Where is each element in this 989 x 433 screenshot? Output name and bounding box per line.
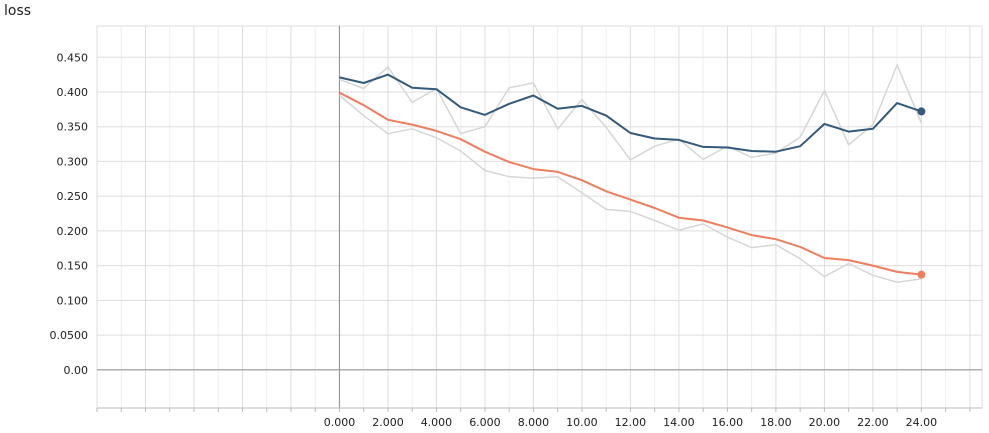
y-tick-label: 0.200 — [57, 225, 89, 238]
series-0-endpoint — [917, 107, 926, 116]
x-tick-label: 12.00 — [615, 416, 647, 429]
y-tick-label: 0.250 — [57, 190, 89, 203]
x-tick-label: 2.000 — [372, 416, 404, 429]
y-tick-label: 0.0500 — [50, 329, 89, 342]
x-tick-label: 14.00 — [663, 416, 695, 429]
x-tick-label: 6.000 — [469, 416, 501, 429]
x-tick-label: 0.000 — [324, 416, 356, 429]
x-tick-label: 10.00 — [566, 416, 598, 429]
x-tick-label: 4.000 — [421, 416, 453, 429]
series-1-raw-line — [339, 94, 922, 284]
chart-title: loss — [4, 3, 32, 19]
plot-frame — [96, 25, 983, 409]
series-1-endpoint — [917, 270, 926, 279]
x-tick-label: 22.00 — [857, 416, 889, 429]
y-tick-label: 0.350 — [57, 121, 89, 134]
series-1-line — [339, 91, 922, 276]
x-tick-label: 18.00 — [760, 416, 792, 429]
y-tick-label: 0.300 — [57, 155, 89, 168]
x-tick-label: 20.00 — [809, 416, 841, 429]
x-tick-label: 24.00 — [906, 416, 938, 429]
y-tick-label: 0.150 — [57, 260, 89, 273]
y-tick-label: 0.400 — [57, 86, 89, 99]
y-tick-label: 0.450 — [57, 51, 89, 64]
x-tick-label: 8.000 — [518, 416, 550, 429]
y-tick-label: 0.00 — [64, 364, 89, 377]
y-tick-label: 0.100 — [57, 294, 89, 307]
series-0-line — [339, 73, 922, 153]
x-tick-label: 16.00 — [712, 416, 744, 429]
